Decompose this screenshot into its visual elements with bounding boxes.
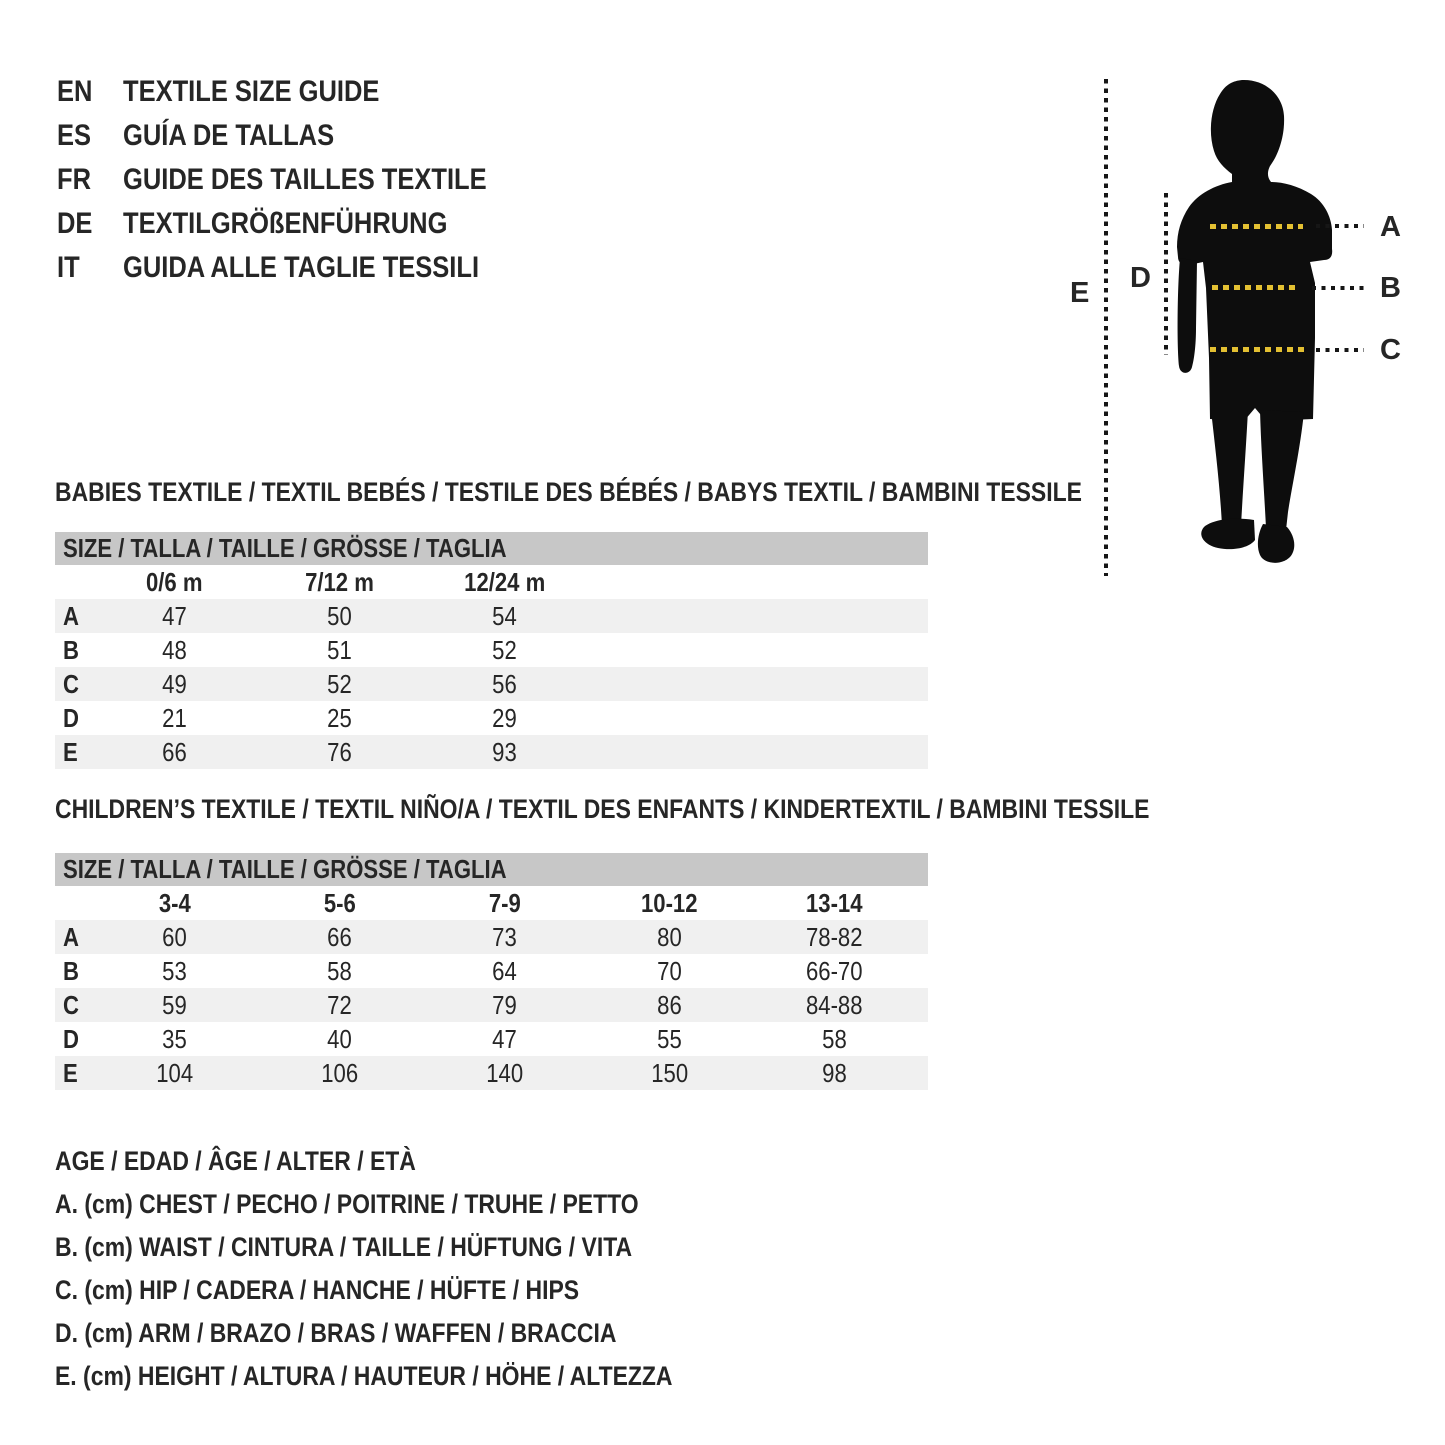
legend-arm: D. (cm) ARM / BRAZO / BRAS / WAFFEN / BR…: [55, 1318, 617, 1348]
measurement-legend: AGE / EDAD / ÂGE / ALTER / ETÀ A. (cm) C…: [55, 1140, 781, 1398]
babies-column-header-row: 0/6 m 7/12 m 12/24 m: [55, 565, 928, 599]
lang-row-it: IT GUIDA ALLE TAGLIE TESSILI: [57, 246, 551, 290]
babies-row-d: D 21 25 29: [63, 702, 517, 733]
children-row-b: B 53 58 64 70 66-70: [63, 955, 863, 986]
legend-hip: C. (cm) HIP / CADERA / HANCHE / HÜFTE / …: [55, 1275, 580, 1305]
babies-row-c: C 49 52 56: [55, 667, 928, 701]
leader-line-b: [1312, 286, 1364, 290]
babies-col-1: 7/12 m: [305, 566, 374, 597]
children-col-1: 5-6: [323, 887, 356, 918]
silhouette-left-shoe: [1201, 518, 1255, 550]
children-size-table: SIZE / TALLA / TAILLE / GRÖSSE / TAGLIA …: [55, 853, 928, 1090]
babies-row-a: A 47 50 54: [55, 599, 928, 633]
lang-code-fr: FR: [57, 163, 91, 196]
height-line-e: [1104, 79, 1108, 576]
lang-row-es: ES GUÍA DE TALLAS: [57, 114, 551, 158]
lang-code-en: EN: [57, 75, 93, 108]
silhouette-right-shoe: [1257, 524, 1295, 563]
lang-title-de: TEXTILGRÖßENFÜHRUNG: [123, 207, 448, 240]
lang-title-it: GUIDA ALLE TAGLIE TESSILI: [123, 251, 480, 284]
babies-col-2: 12/24 m: [463, 566, 546, 597]
silhouette-left-arm: [1177, 258, 1197, 373]
babies-size-header-bar: SIZE / TALLA / TAILLE / GRÖSSE / TAGLIA: [55, 532, 928, 565]
children-col-0: 3-4: [158, 887, 191, 918]
waist-measure-line-b: [1212, 285, 1299, 290]
babies-row-e: E 66 76 93: [55, 735, 928, 769]
children-size-header-bar: SIZE / TALLA / TAILLE / GRÖSSE / TAGLIA: [55, 853, 928, 886]
babies-size-table: SIZE / TALLA / TAILLE / GRÖSSE / TAGLIA …: [55, 532, 928, 769]
babies-section-heading: BABIES TEXTILE / TEXTIL BEBÉS / TESTILE …: [55, 477, 1082, 507]
leader-line-c: [1316, 348, 1364, 352]
lang-code-de: DE: [57, 207, 93, 240]
lang-code-it: IT: [57, 251, 80, 284]
lang-title-es: GUÍA DE TALLAS: [123, 119, 335, 152]
legend-chest: A. (cm) CHEST / PECHO / POITRINE / TRUHE…: [55, 1189, 639, 1219]
lang-title-en: TEXTILE SIZE GUIDE: [123, 75, 380, 108]
child-silhouette: [1177, 79, 1333, 563]
hip-measure-line-c: [1210, 347, 1304, 352]
figure-label-c: C: [1380, 334, 1401, 366]
children-row-d: D 35 40 47 55 58: [63, 1023, 847, 1054]
children-row-a: A 60 66 73 80 78-82: [55, 920, 928, 954]
legend-age: AGE / EDAD / ÂGE / ALTER / ETÀ: [55, 1146, 416, 1176]
figure-label-b: B: [1380, 272, 1401, 304]
chest-measure-line-a: [1210, 224, 1303, 229]
children-column-header-row: 3-4 5-6 7-9 10-12 13-14: [55, 886, 928, 920]
figure-label-d: D: [1130, 262, 1151, 294]
leader-line-a: [1316, 224, 1364, 228]
figure-label-e: E: [1070, 277, 1090, 309]
silhouette-torso: [1177, 182, 1333, 421]
lang-row-de: DE TEXTILGRÖßENFÜHRUNG: [57, 202, 551, 246]
lang-title-fr: GUIDE DES TAILLES TEXTILE: [123, 163, 487, 196]
lang-row-fr: FR GUIDE DES TAILLES TEXTILE: [57, 158, 551, 202]
silhouette-head: [1210, 79, 1285, 190]
children-section-heading: CHILDREN’S TEXTILE / TEXTIL NIÑO/A / TEX…: [55, 794, 1150, 824]
babies-row-b: B 48 51 52: [63, 634, 517, 665]
children-row-c: C 59 72 79 86 84-88: [55, 988, 928, 1022]
language-header: EN TEXTILE SIZE GUIDE ES GUÍA DE TALLAS …: [57, 70, 551, 290]
children-col-4: 13-14: [806, 887, 863, 918]
figure-label-a: A: [1380, 211, 1401, 243]
children-col-3: 10-12: [641, 887, 698, 918]
lang-code-es: ES: [57, 119, 92, 152]
legend-waist: B. (cm) WAIST / CINTURA / TAILLE / HÜFTU…: [55, 1232, 633, 1262]
silhouette-left-leg: [1211, 410, 1248, 526]
children-col-2: 7-9: [488, 887, 521, 918]
arm-line-d: [1164, 193, 1168, 355]
legend-height: E. (cm) HEIGHT / ALTURA / HAUTEUR / HÖHE…: [55, 1361, 673, 1391]
silhouette-right-leg: [1260, 410, 1304, 530]
babies-col-0: 0/6 m: [146, 566, 203, 597]
lang-row-en: EN TEXTILE SIZE GUIDE: [57, 70, 551, 114]
children-row-e: E 104 106 140 150 98: [55, 1056, 928, 1090]
